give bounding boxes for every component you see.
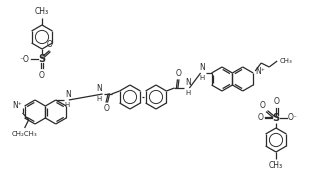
Text: O: O [260, 101, 266, 110]
Text: O: O [258, 113, 264, 122]
Text: S: S [273, 113, 280, 123]
Text: CH₃: CH₃ [35, 7, 49, 17]
Text: O⁻: O⁻ [288, 113, 298, 122]
Text: N: N [65, 90, 71, 99]
Text: H: H [96, 96, 102, 102]
Text: H: H [199, 75, 204, 81]
Text: H: H [186, 90, 191, 96]
Text: O: O [104, 104, 109, 113]
Text: O: O [274, 97, 280, 106]
Text: O: O [39, 71, 45, 80]
Text: S: S [39, 54, 46, 64]
Text: CH₂CH₃: CH₂CH₃ [12, 131, 38, 137]
Text: H: H [65, 102, 70, 108]
Text: CH₃: CH₃ [269, 161, 283, 170]
Text: N⁺: N⁺ [255, 68, 265, 76]
Text: CH₃: CH₃ [279, 58, 292, 64]
Text: N⁺: N⁺ [13, 102, 22, 111]
Text: N: N [199, 63, 204, 72]
Text: N: N [96, 84, 102, 93]
Text: ⁻O: ⁻O [19, 55, 29, 64]
Text: O: O [47, 40, 53, 49]
Text: O: O [176, 69, 181, 78]
Text: N: N [186, 78, 191, 87]
